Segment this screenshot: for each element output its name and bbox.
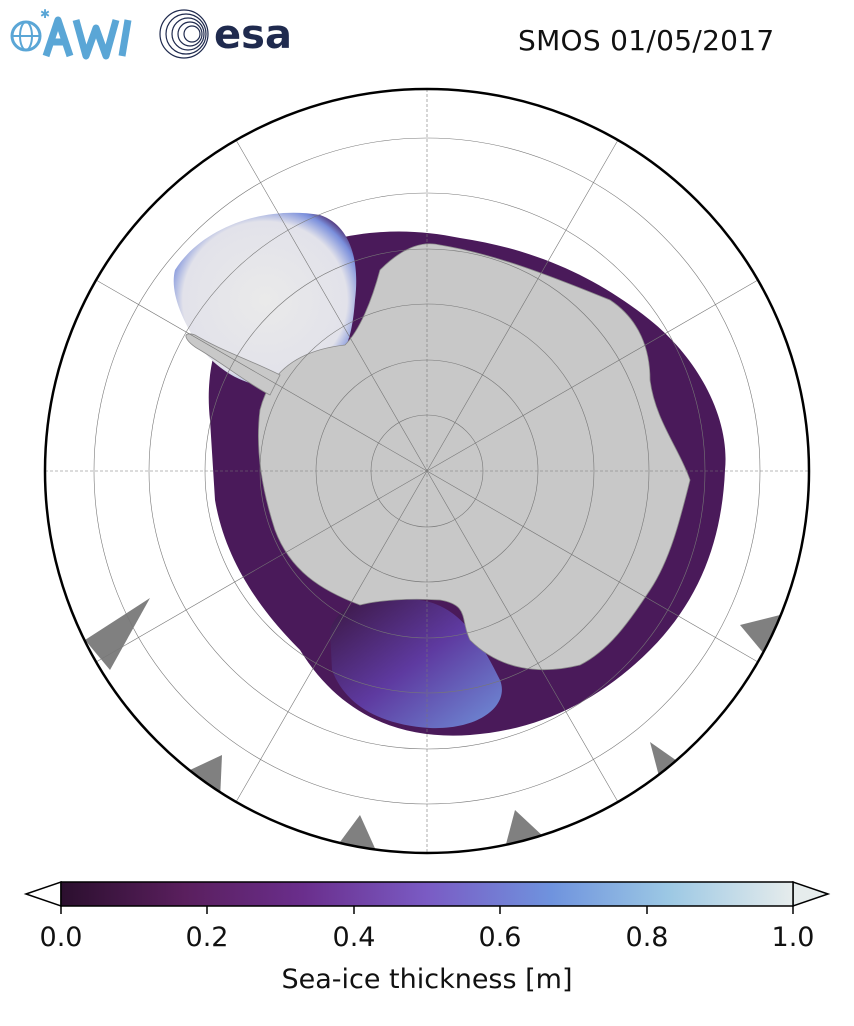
esa-logo: esa (158, 8, 303, 64)
sea-ice-weddell (173, 212, 357, 388)
colorbar-label: Sea-ice thickness [m] (281, 964, 573, 995)
colorbar-tick-label: 0.0 (39, 922, 83, 953)
esa-swirl-icon: esa (159, 9, 292, 59)
graticule (45, 89, 809, 853)
colorbar-gradient (60, 881, 794, 907)
colorbar-extend-min (23, 880, 62, 908)
colorbar-tick-label: 0.6 (478, 922, 522, 953)
colorbar-extend-max (792, 880, 831, 908)
antarctic-peninsula (185, 333, 281, 396)
sea-ice-ross (330, 597, 502, 729)
colorbar-ticks (60, 906, 794, 914)
map-boundary (43, 87, 811, 855)
colorbar (23, 880, 831, 914)
colorbar-tick-label: 1.0 (771, 922, 815, 953)
svg-text:esa: esa (214, 12, 292, 58)
svg-text:✱: ✱ (40, 7, 50, 21)
colorbar-tick-label: 0.4 (332, 922, 376, 953)
colorbar-tick-label: 0.2 (185, 922, 229, 953)
antarctica-land (258, 243, 691, 671)
colorbar-tick-label: 0.8 (625, 922, 669, 953)
awi-globe-icon: ✱ (10, 7, 132, 60)
map-title: SMOS 01/05/2017 (518, 24, 775, 57)
awi-logo: ✱ (6, 6, 156, 66)
polar-map (43, 87, 811, 855)
